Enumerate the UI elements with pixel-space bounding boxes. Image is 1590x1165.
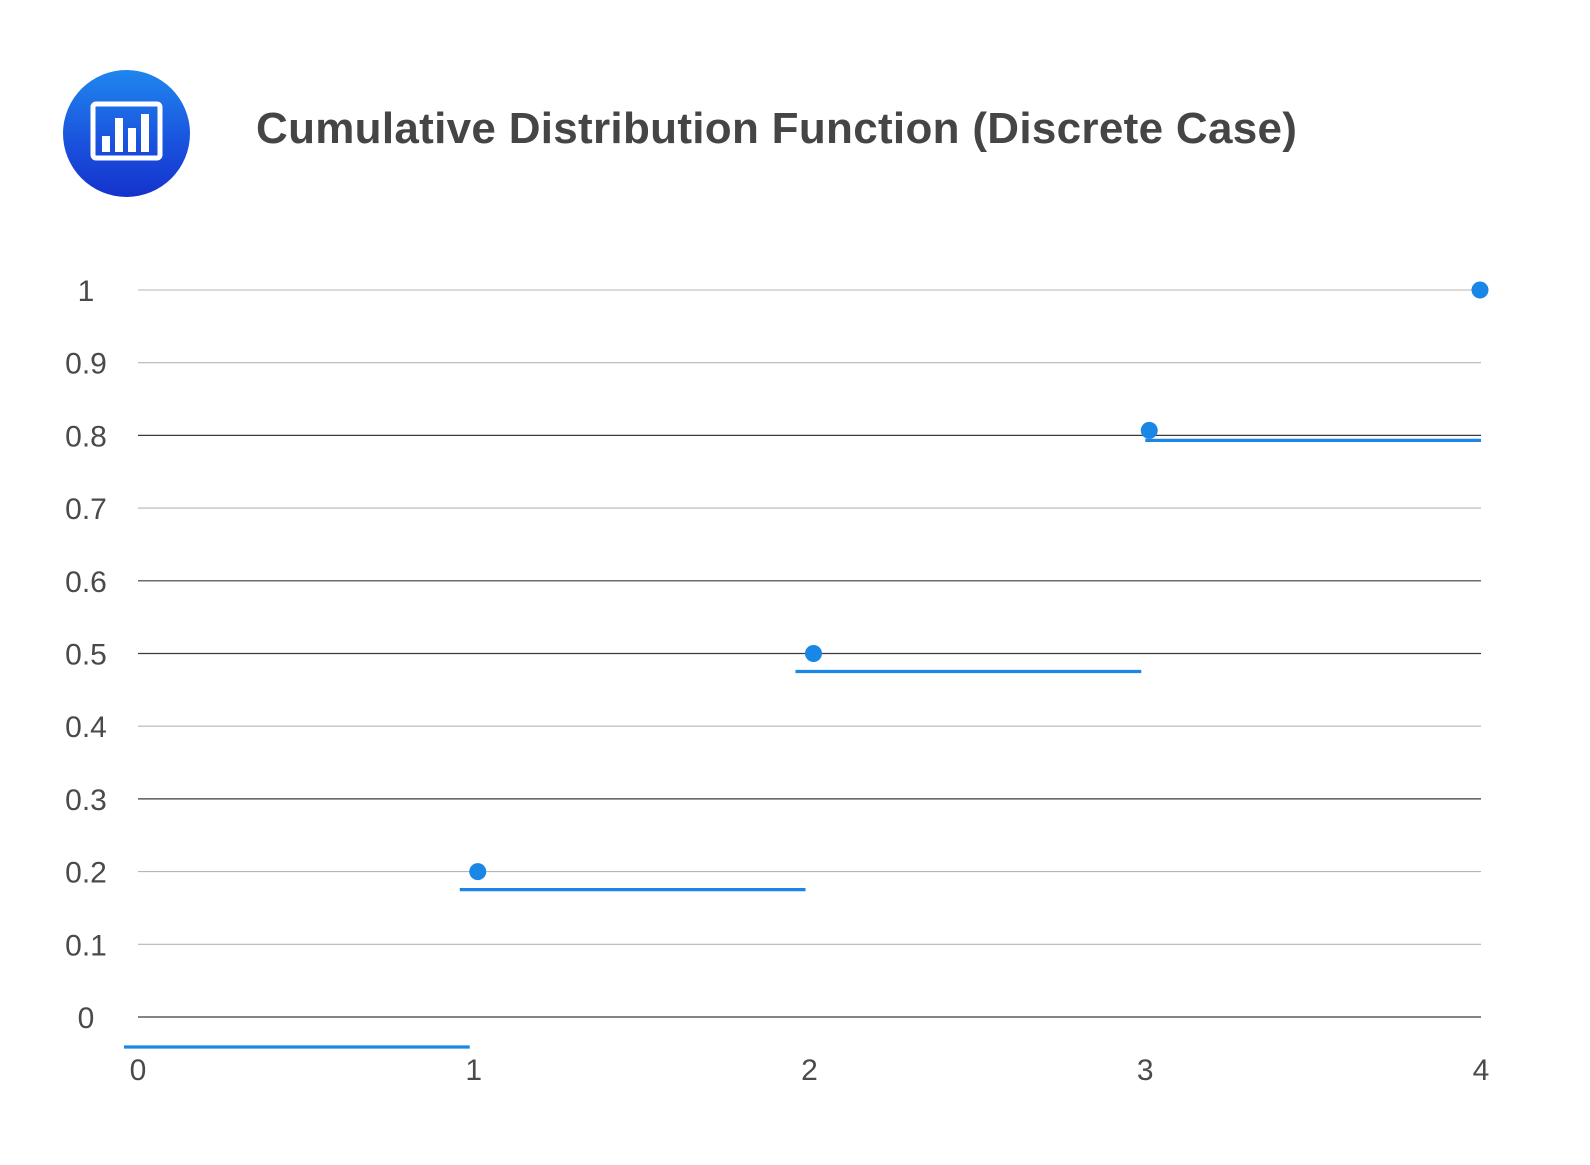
x-tick-label: 1 — [465, 1054, 482, 1087]
y-tick-label: 0.6 — [65, 566, 107, 599]
y-tick-label: 0.3 — [65, 784, 107, 817]
chart-header: Cumulative Distribution Function (Discre… — [0, 0, 1590, 230]
data-point-2 — [1140, 421, 1158, 439]
data-point-3 — [1471, 281, 1489, 299]
x-tick-label: 4 — [1473, 1054, 1490, 1087]
y-tick-label: 0.4 — [65, 711, 107, 744]
chart-title: Cumulative Distribution Function (Discre… — [256, 104, 1298, 153]
y-tick-label: 0.8 — [65, 420, 107, 453]
y-tick-label: 0.2 — [65, 857, 107, 890]
y-tick-label: 0.1 — [65, 929, 107, 962]
bar-chart-icon — [90, 101, 163, 161]
logo-badge — [63, 70, 190, 197]
y-tick-label: 0.9 — [65, 348, 107, 381]
x-tick-label: 0 — [130, 1054, 147, 1087]
y-tick-label: 0.5 — [65, 639, 107, 672]
data-point-0 — [469, 863, 487, 881]
grid-lines — [138, 289, 1481, 1018]
data-point-1 — [805, 645, 822, 662]
y-axis-ticks: 0 0.1 0.2 0.3 0.4 0.5 0.6 0.7 0.8 0.9 1 — [65, 275, 107, 1035]
y-tick-label: 0.7 — [65, 493, 107, 526]
x-axis-ticks: 0 1 2 3 4 — [130, 1054, 1490, 1087]
data-points — [469, 281, 1489, 881]
x-tick-label: 2 — [801, 1054, 818, 1087]
y-tick-label: 0 — [78, 1002, 95, 1035]
y-tick-label: 1 — [78, 275, 95, 308]
x-tick-label: 3 — [1137, 1054, 1154, 1087]
step-segments — [124, 438, 1481, 1049]
